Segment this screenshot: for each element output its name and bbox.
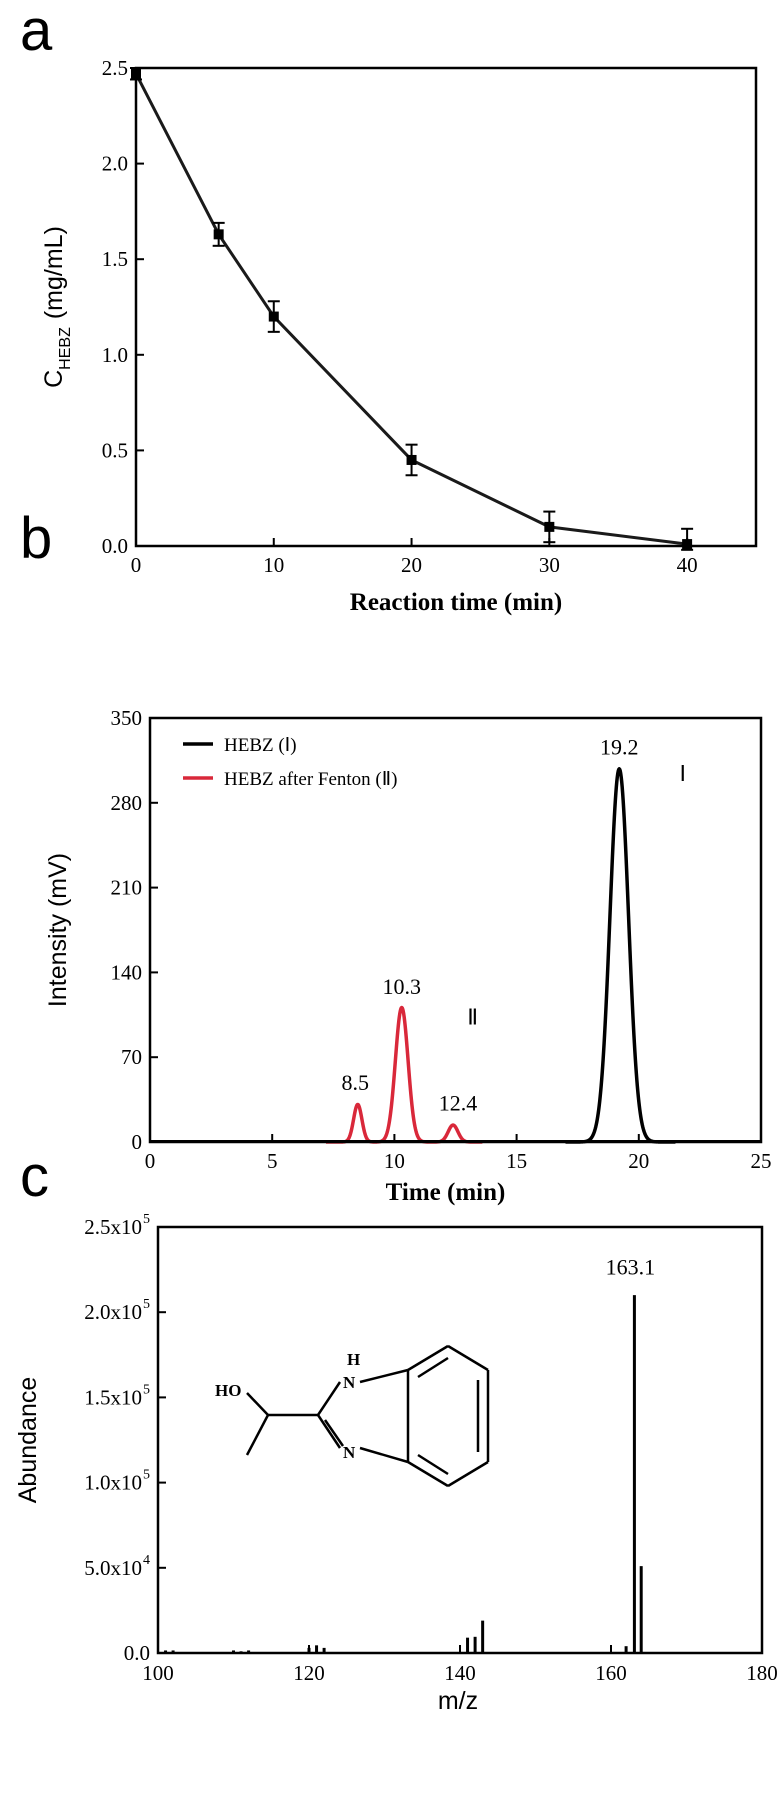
data-point xyxy=(682,539,693,550)
legend-label: HEBZ after Fenton (Ⅱ) xyxy=(224,769,397,790)
panel-b-chart: 0 5 10 15 20 25 0 70 140 210 280 350 HEBZ (Ⅰ) HEBZ af… xyxy=(44,706,772,1206)
panel-b-frame xyxy=(148,716,763,1144)
panel-letter-c: c xyxy=(20,1144,49,1209)
y-tick-exponent: 5 xyxy=(143,1382,150,1397)
x-tick-label: 10 xyxy=(263,553,284,577)
chemical-bond xyxy=(323,1419,345,1447)
series-line-hebz xyxy=(564,767,677,1144)
x-tick-label: 20 xyxy=(628,1149,649,1173)
x-tick-label: 0 xyxy=(131,553,142,577)
peak-annotation: 10.3 xyxy=(382,974,421,999)
chemical-bond xyxy=(316,1414,342,1449)
y-tick-label: 1.0x10 xyxy=(84,1471,142,1495)
panel-letter-b: b xyxy=(20,506,53,571)
y-tick-label: 350 xyxy=(111,706,143,730)
y-tick-label: 0.5 xyxy=(102,438,128,462)
data-point xyxy=(406,454,417,465)
data-point xyxy=(544,521,555,532)
peak-annotation: 163.1 xyxy=(606,1255,656,1280)
molecule-label: HO xyxy=(215,1381,241,1400)
molecule-label: N xyxy=(343,1373,356,1392)
peak-annotation: 19.2 xyxy=(600,734,639,759)
x-tick-label: 140 xyxy=(444,1661,476,1685)
y-tick-label: 1.5x10 xyxy=(84,1385,142,1409)
chemical-bond xyxy=(316,1381,342,1416)
x-tick-label: 10 xyxy=(384,1149,405,1173)
peak-annotation: 12.4 xyxy=(439,1091,478,1116)
chemical-bond xyxy=(359,1368,409,1384)
y-tick-label: 280 xyxy=(111,791,143,815)
y-axis-label: Abundance xyxy=(14,1377,42,1504)
y-tick-exponent: 5 xyxy=(143,1468,150,1483)
y-axis-label: CHEBZ(mg/mL) xyxy=(40,226,74,388)
peak-annotation: Ⅰ xyxy=(680,761,687,786)
y-tick-label: 0.0 xyxy=(102,534,128,558)
x-tick-label: 15 xyxy=(506,1149,527,1173)
y-tick-label: 2.0x10 xyxy=(84,1300,142,1324)
panel-a-frame xyxy=(134,66,758,548)
y-tick-label: 2.0 xyxy=(102,152,128,176)
chemical-bond xyxy=(407,1344,449,1372)
chemical-bond xyxy=(245,1414,270,1456)
y-tick-label: 1.5 xyxy=(102,247,128,271)
chemical-bond xyxy=(359,1446,409,1464)
x-tick-label: 100 xyxy=(142,1661,174,1685)
peak-annotation: 8.5 xyxy=(342,1070,370,1095)
molecule-structure xyxy=(245,1344,490,1488)
y-tick-label: 2.5x10 xyxy=(84,1215,142,1239)
molecule-label: N xyxy=(343,1443,356,1462)
series-line xyxy=(134,73,688,546)
x-axis-label: Reaction time (min) xyxy=(350,589,562,616)
y-tick-label: 2.5 xyxy=(102,56,128,80)
y-tick-label: 210 xyxy=(111,876,143,900)
chemical-bond xyxy=(417,1453,449,1476)
panel-c-frame xyxy=(156,1225,764,1655)
x-tick-label: 25 xyxy=(751,1149,772,1173)
panel-letter-a: a xyxy=(20,0,53,63)
data-point xyxy=(268,311,279,322)
y-tick-label: 0 xyxy=(132,1130,143,1154)
chemical-bond xyxy=(447,1460,489,1488)
data-point xyxy=(213,229,224,240)
x-tick-label: 180 xyxy=(746,1661,778,1685)
x-tick-label: 5 xyxy=(267,1149,278,1173)
y-tick-label: 140 xyxy=(111,960,143,984)
x-tick-label: 20 xyxy=(401,553,422,577)
x-axis-label: m/z xyxy=(438,1687,478,1715)
x-tick-label: 0 xyxy=(145,1149,156,1173)
chemical-bond xyxy=(417,1356,449,1379)
y-tick-label: 5.0x10 xyxy=(84,1556,142,1580)
x-tick-label: 120 xyxy=(293,1661,325,1685)
x-tick-label: 40 xyxy=(677,553,698,577)
chemical-bond xyxy=(407,1460,449,1488)
x-tick-label: 30 xyxy=(539,553,560,577)
panel-a-chart: 0 10 20 30 40 0.0 0.5 1.0 1.5 2.0 2.5 Reaction time… xyxy=(40,56,698,616)
series-line-after-fenton xyxy=(324,1005,484,1144)
y-tick-exponent: 5 xyxy=(143,1297,150,1312)
y-tick-label: 1.0 xyxy=(102,343,128,367)
chemical-bond xyxy=(447,1344,489,1372)
chemical-bond xyxy=(246,1392,269,1416)
molecule-label: H xyxy=(347,1350,360,1369)
x-axis-label: Time (min) xyxy=(386,1179,506,1206)
y-tick-label: 70 xyxy=(121,1045,142,1069)
peak-annotation: Ⅱ xyxy=(467,1004,478,1029)
x-tick-label: 160 xyxy=(595,1661,627,1685)
legend-label: HEBZ (Ⅰ) xyxy=(224,735,297,756)
y-tick-exponent: 5 xyxy=(143,1212,150,1227)
y-tick-label: 0.0 xyxy=(124,1641,150,1665)
y-axis-label: Intensity (mV) xyxy=(44,853,72,1007)
y-tick-exponent: 4 xyxy=(143,1553,150,1568)
